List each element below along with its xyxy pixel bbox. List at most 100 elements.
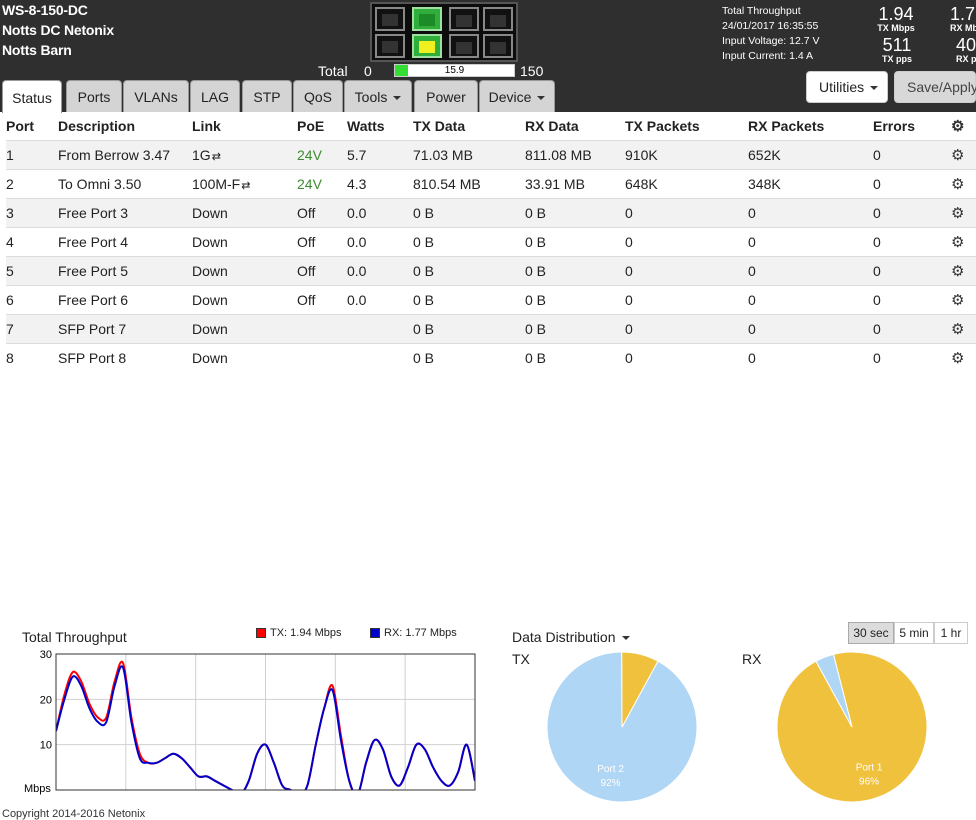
- description-cell: To Omni 3.50: [58, 168, 192, 198]
- gear-icon[interactable]: ⚙: [951, 146, 965, 164]
- save-apply-button[interactable]: Save/Apply: [894, 71, 976, 103]
- port-map-port-3[interactable]: [449, 7, 479, 31]
- row-settings-cell: ⚙: [951, 284, 976, 314]
- poe-cell: Off: [297, 255, 347, 285]
- tab-status[interactable]: Status: [2, 80, 62, 113]
- watts-cell: 0.0: [347, 226, 413, 256]
- table-row[interactable]: 2 To Omni 3.50 100M-F⇄ 24V 4.3 810.54 MB 33.91…: [6, 168, 976, 198]
- errors-cell: 0: [873, 197, 951, 227]
- pie-slice-percent: 96%: [859, 776, 879, 787]
- port-map-port-1[interactable]: [375, 7, 405, 31]
- port-map-port-7[interactable]: [449, 34, 479, 58]
- table-row[interactable]: 1 From Berrow 3.47 1G⇄ 24V 5.7 71.03 MB 811.08…: [6, 139, 976, 169]
- watts-cell: [347, 313, 413, 343]
- rx-legend-swatch[interactable]: [370, 628, 380, 638]
- gear-icon[interactable]: ⚙: [951, 291, 965, 309]
- tab-ports[interactable]: Ports: [66, 80, 122, 112]
- row-settings-cell: ⚙: [951, 139, 976, 169]
- tab-device-label: Device: [488, 89, 532, 105]
- tab-vlans[interactable]: VLANs: [123, 80, 189, 112]
- link-cell: Down: [192, 255, 297, 285]
- rx-data-cell: 811.08 MB: [525, 139, 625, 169]
- pie-slice[interactable]: [621, 651, 659, 728]
- chevron-down-icon: [393, 96, 402, 101]
- header-rx-packets: RX Packets: [748, 117, 825, 134]
- tab-device[interactable]: Device: [479, 80, 555, 112]
- link-cell: Down: [192, 226, 297, 256]
- port-map-port-8[interactable]: [483, 34, 513, 58]
- utilities-button[interactable]: Utilities: [806, 71, 888, 103]
- rx-pie-label: RX: [742, 651, 762, 667]
- rx-data-cell: 0 B: [525, 197, 625, 227]
- rx-pps-stat: 40 RX p: [956, 36, 976, 64]
- poe-cell: Off: [297, 226, 347, 256]
- gear-icon[interactable]: ⚙: [951, 233, 965, 251]
- power-bar-fill: [395, 65, 408, 76]
- description-cell: Free Port 3: [58, 197, 192, 227]
- tx-data-cell: 0 B: [413, 255, 525, 285]
- chart-frame: [55, 653, 476, 791]
- tx-legend-label[interactable]: TX: 1.94 Mbps: [270, 627, 342, 639]
- gear-icon[interactable]: ⚙: [951, 262, 965, 280]
- device-location: Notts Barn: [2, 42, 72, 58]
- rx-data-cell: 0 B: [525, 255, 625, 285]
- port-cell: 5: [6, 255, 58, 285]
- tx-data-cell: 0 B: [413, 342, 525, 372]
- poe-cell: [297, 342, 347, 372]
- time-5min-button[interactable]: 5 min: [894, 622, 934, 644]
- poe-cell: [297, 313, 347, 343]
- header-gear-icon[interactable]: ⚙: [951, 117, 965, 135]
- port-map-port-2[interactable]: [412, 7, 442, 31]
- time-30sec-button[interactable]: 30 sec: [848, 622, 894, 644]
- rx-legend-label[interactable]: RX: 1.77 Mbps: [384, 627, 457, 639]
- distribution-title[interactable]: Data Distribution: [512, 629, 630, 645]
- link-text: Down: [192, 233, 228, 250]
- tx-legend-swatch[interactable]: [256, 628, 266, 638]
- errors-cell: 0: [873, 313, 951, 343]
- errors-cell: 0: [873, 139, 951, 169]
- row-settings-cell: ⚙: [951, 313, 976, 343]
- gear-icon[interactable]: ⚙: [951, 320, 965, 338]
- rx-data-cell: 0 B: [525, 226, 625, 256]
- copyright-text: Copyright 2014-2016 Netonix: [2, 808, 146, 820]
- gear-icon[interactable]: ⚙: [951, 175, 965, 193]
- port-map-port-4[interactable]: [483, 7, 513, 31]
- port-map-port-6[interactable]: [412, 34, 442, 58]
- pie-slice[interactable]: [815, 653, 853, 728]
- input-voltage: Input Voltage: 12.7 V: [722, 35, 820, 47]
- watts-cell: [347, 342, 413, 372]
- y-tick-label: 20: [40, 694, 52, 706]
- watts-cell: 0.0: [347, 255, 413, 285]
- row-settings-cell: ⚙: [951, 197, 976, 227]
- link-cell: Down: [192, 342, 297, 372]
- header-link: Link: [192, 117, 221, 134]
- tab-power[interactable]: Power: [414, 80, 478, 112]
- errors-cell: 0: [873, 226, 951, 256]
- rx-mbps-unit: RX Mb: [950, 23, 976, 33]
- watts-cell: 4.3: [347, 168, 413, 198]
- gear-icon[interactable]: ⚙: [951, 204, 965, 222]
- port-cell: 6: [6, 284, 58, 314]
- tab-tools[interactable]: Tools: [344, 80, 412, 112]
- device-model: WS-8-150-DC: [2, 2, 88, 18]
- tab-stp[interactable]: STP: [242, 80, 292, 112]
- port-table: Port Description Link PoE Watts TX Data …: [6, 112, 976, 372]
- port-map-port-5[interactable]: [375, 34, 405, 58]
- tab-lag[interactable]: LAG: [190, 80, 240, 112]
- tx-pps-unit: TX pps: [881, 54, 912, 64]
- gear-icon[interactable]: ⚙: [951, 349, 965, 367]
- tx-packets-cell: 0: [625, 313, 748, 343]
- time-1hr-button[interactable]: 1 hr: [934, 622, 968, 644]
- errors-cell: 0: [873, 342, 951, 372]
- rx-packets-cell: 0: [748, 284, 873, 314]
- watts-cell: 0.0: [347, 197, 413, 227]
- tx-data-cell: 810.54 MB: [413, 168, 525, 198]
- tab-qos[interactable]: QoS: [293, 80, 343, 112]
- tx-data-cell: 0 B: [413, 313, 525, 343]
